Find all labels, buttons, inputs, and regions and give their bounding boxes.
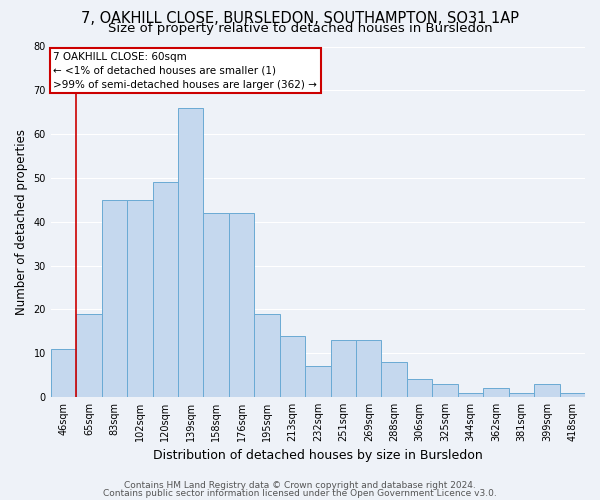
Bar [254, 314, 280, 397]
Text: 7, OAKHILL CLOSE, BURSLEDON, SOUTHAMPTON, SO31 1AP: 7, OAKHILL CLOSE, BURSLEDON, SOUTHAMPTON… [81, 11, 519, 26]
Bar [483, 388, 509, 397]
Bar [458, 392, 483, 397]
Text: 7 OAKHILL CLOSE: 60sqm
← <1% of detached houses are smaller (1)
>99% of semi-det: 7 OAKHILL CLOSE: 60sqm ← <1% of detached… [53, 52, 317, 90]
Y-axis label: Number of detached properties: Number of detached properties [15, 128, 28, 314]
Bar [178, 108, 203, 397]
X-axis label: Distribution of detached houses by size in Bursledon: Distribution of detached houses by size … [153, 450, 483, 462]
Text: Contains public sector information licensed under the Open Government Licence v3: Contains public sector information licen… [103, 488, 497, 498]
Text: Contains HM Land Registry data © Crown copyright and database right 2024.: Contains HM Land Registry data © Crown c… [124, 481, 476, 490]
Bar [203, 213, 229, 397]
Bar [280, 336, 305, 397]
Bar [509, 392, 534, 397]
Bar [305, 366, 331, 397]
Bar [51, 348, 76, 397]
Bar [229, 213, 254, 397]
Bar [407, 380, 433, 397]
Bar [534, 384, 560, 397]
Bar [152, 182, 178, 397]
Bar [560, 392, 585, 397]
Bar [76, 314, 101, 397]
Text: Size of property relative to detached houses in Bursledon: Size of property relative to detached ho… [107, 22, 493, 35]
Bar [331, 340, 356, 397]
Bar [382, 362, 407, 397]
Bar [433, 384, 458, 397]
Bar [127, 200, 152, 397]
Bar [356, 340, 382, 397]
Bar [101, 200, 127, 397]
